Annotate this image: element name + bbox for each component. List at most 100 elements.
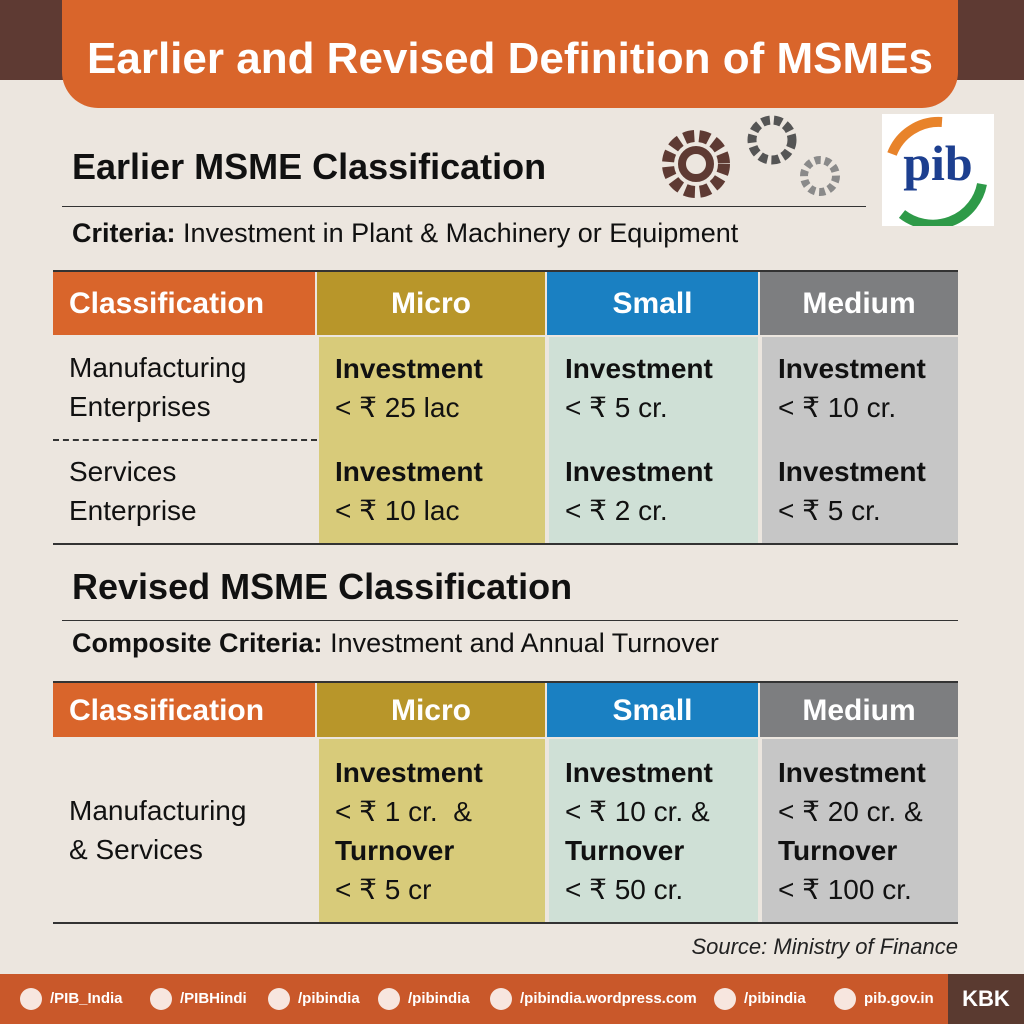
header-text: Micro [390,287,471,320]
link-text: /pibindia [408,990,470,1007]
header-cell: Classification [53,683,315,737]
label-line: Services [69,456,177,487]
header-cell: Classification [53,272,315,335]
criteria-label: Criteria: [72,218,176,248]
side-bar [954,0,1024,80]
label-line: Enterprise [69,495,197,526]
turnover-label: Turnover [778,834,898,866]
link-text: pib.gov.in [864,990,934,1007]
investment-label: Investment [335,353,483,384]
footer-link: /pibindia.wordpress.com [490,974,697,1024]
row-label: Services Enterprise [53,439,317,543]
logo-text: pib [903,135,973,191]
criteria-text: Investment in Plant & Machinery or Equip… [183,218,739,248]
investment: < ₹ 10 cr. & [565,795,710,827]
investment-label: Investment [335,756,483,788]
header-text: Medium [802,693,916,727]
icon [490,988,512,1010]
header-cell: Medium [760,683,958,737]
header-cell: Small [547,683,758,737]
turnover-label: Turnover [335,834,455,866]
side-bar [0,0,70,80]
investment-label: Investment [565,756,713,788]
turnover: < ₹ 100 cr. [778,873,912,905]
investment: < ₹ 5 cr. [778,495,881,526]
rule [62,620,958,621]
cell: Investment < ₹ 20 cr. & Turnover < ₹ 100 cr… [762,739,958,922]
icon [714,988,736,1010]
criteria: Composite Criteria: Investment and Annua… [72,628,719,659]
cell: Investment < ₹ 25 lac [319,337,545,439]
link-text: /pibindia.wordpress.com [520,990,697,1007]
header-text: Small [612,693,693,727]
turnover: < ₹ 5 cr [335,873,432,905]
cell: Investment < ₹ 1 cr. & Turnover < ₹ 5 cr [319,739,545,922]
section-heading: Revised MSME Classification [72,566,573,607]
investment-label: Investment [778,353,926,384]
turnover-label: Turnover [565,834,685,866]
row-divider [53,439,317,441]
link-text: /PIBHindi [180,990,247,1007]
investment: < ₹ 5 cr. [565,392,668,423]
criteria-label: Composite Criteria: [72,628,323,658]
cell: Investment < ₹ 10 lac [319,439,545,543]
source: Source: Ministry of Finance [691,934,958,959]
footer-tag: KBK [948,974,1024,1024]
header-text: Classification [69,287,265,320]
header-text: Small [612,287,693,320]
header-cell: Micro [317,272,545,335]
title: Earlier and Revised Definition of MSMEs [62,0,958,108]
criteria-text: Investment and Annual Turnover [330,628,719,658]
gears [662,115,840,198]
criteria: Criteria: Investment in Plant & Machiner… [72,218,738,249]
link-text: /pibindia [298,990,360,1007]
cell: Investment < ₹ 2 cr. [549,439,758,543]
footer-link: /pibindia [714,974,806,1024]
header-cell: Medium [760,272,958,335]
table-rule [53,270,958,272]
table-rule [53,681,958,683]
label-line: & Services [69,833,203,865]
table-rule [53,543,958,545]
investment: < ₹ 2 cr. [565,495,668,526]
header-text: Micro [390,693,471,727]
footer-link: pib.gov.in [834,974,934,1024]
investment-label: Investment [778,756,926,788]
cell: Investment < ₹ 10 cr. [762,337,958,439]
footer-link: /PIB_India [20,974,123,1024]
icon [834,988,856,1010]
investment-label: Investment [565,353,713,384]
row-label: Manufacturing & Services [53,737,317,922]
cell: Investment < ₹ 5 cr. [762,439,958,543]
label-line: Manufacturing [69,352,247,383]
footer-link: /PIBHindi [150,974,247,1024]
investment: < ₹ 20 cr. & [778,795,923,827]
link-text: /pibindia [744,990,806,1007]
investment: < ₹ 25 lac [335,392,460,423]
logo-art [887,116,987,230]
table-rule [53,922,958,924]
investment-label: Investment [778,456,926,487]
header-cell: Micro [317,683,545,737]
investment: < ₹ 1 cr. & [335,795,472,827]
investment-label: Investment [335,456,483,487]
icon [150,988,172,1010]
header-text: Classification [69,693,265,727]
cell: Investment < ₹ 10 cr. & Turnover < ₹ 50 cr. [549,739,758,922]
investment: < ₹ 10 lac [335,495,460,526]
label-line: Manufacturing [69,794,247,826]
header-text: Medium [802,287,916,320]
icon [268,988,290,1010]
footer-link: /pibindia [378,974,470,1024]
icon [378,988,400,1010]
cell: Investment < ₹ 5 cr. [549,337,758,439]
footer-link: /pibindia [268,974,360,1024]
label-line: Enterprises [69,391,211,422]
section-heading: Earlier MSME Classification [72,146,547,187]
turnover: < ₹ 50 cr. [565,873,684,905]
link-text: /PIB_India [50,990,123,1007]
rule [62,206,866,207]
icon [20,988,42,1010]
investment: < ₹ 10 cr. [778,392,897,423]
header-cell: Small [547,272,758,335]
